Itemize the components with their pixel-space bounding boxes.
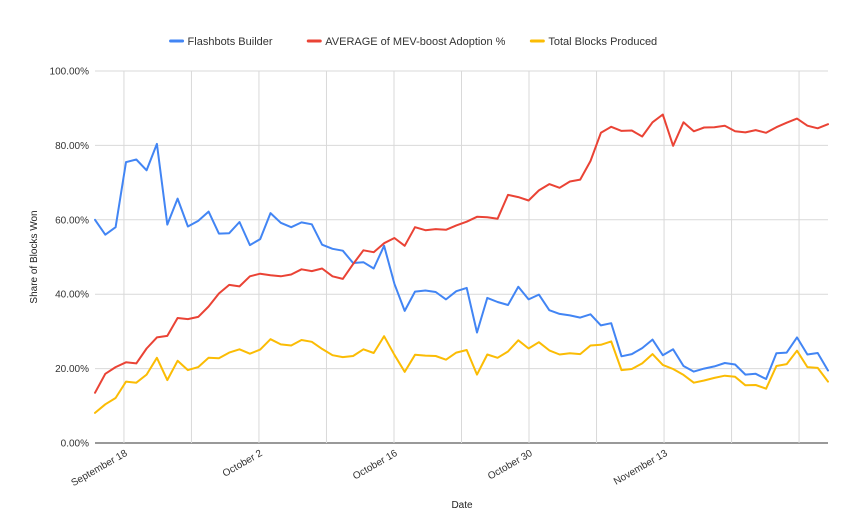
x-tick-label: October 2 bbox=[221, 448, 265, 480]
legend-label: Flashbots Builder bbox=[188, 36, 273, 48]
x-tick-label: October 30 bbox=[486, 448, 535, 482]
x-axis-title: Date bbox=[451, 500, 473, 511]
x-tick-label: November 13 bbox=[612, 448, 670, 488]
y-tick-label: 40.00% bbox=[55, 290, 89, 301]
y-tick-label: 60.00% bbox=[55, 215, 89, 226]
y-tick-label: 80.00% bbox=[55, 141, 89, 152]
x-tick-label: October 16 bbox=[351, 448, 400, 482]
y-tick-label: 20.00% bbox=[55, 364, 89, 375]
y-tick-label: 100.00% bbox=[50, 67, 90, 78]
legend-label: AVERAGE of MEV-boost Adoption % bbox=[325, 36, 505, 48]
series-lines bbox=[94, 113, 829, 414]
series-line-1 bbox=[94, 142, 829, 380]
series-line-2 bbox=[94, 113, 829, 394]
axes: 0.00% 20.00% 40.00% 60.00% 80.00% 100.00% Sept… bbox=[50, 67, 670, 490]
series-line-3 bbox=[94, 335, 829, 414]
x-tick-label: September 18 bbox=[70, 448, 130, 489]
y-tick-label: 0.00% bbox=[61, 439, 89, 450]
legend: Flashbots Builder AVERAGE of MEV-boost Ad… bbox=[169, 36, 657, 48]
y-axis-title: Share of Blocks Won bbox=[29, 210, 40, 303]
legend-label: Total Blocks Produced bbox=[548, 36, 657, 48]
